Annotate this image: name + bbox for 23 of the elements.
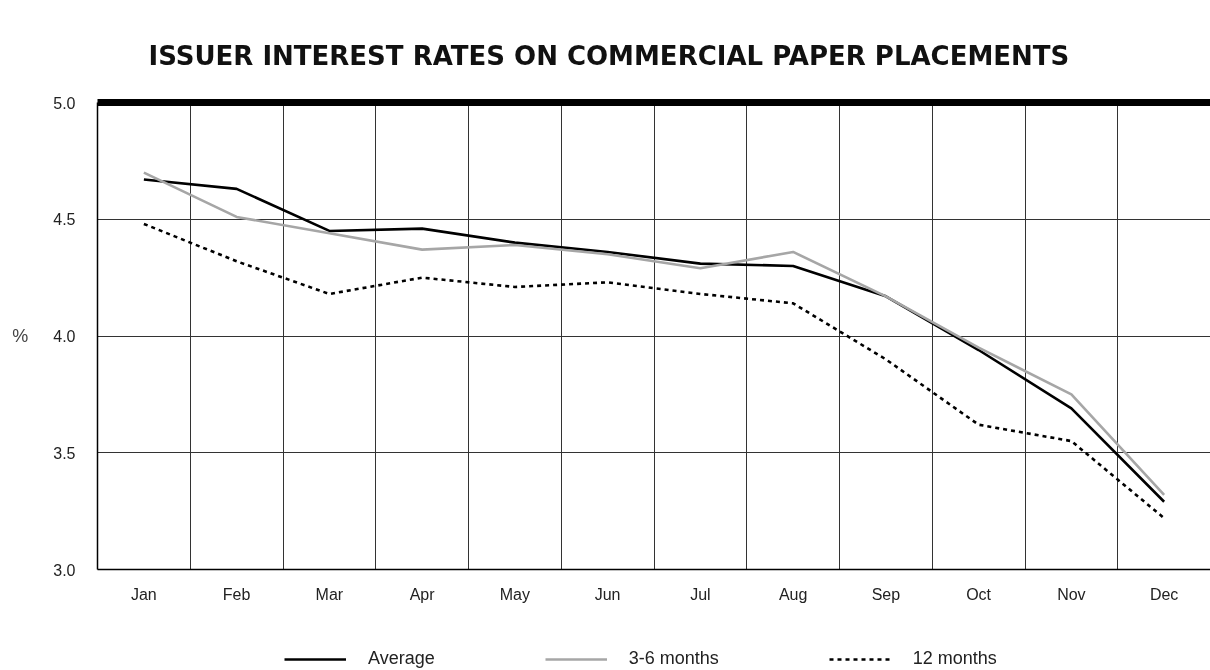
x-tick-label: Sep bbox=[871, 585, 901, 603]
x-tick-label: Aug bbox=[778, 585, 808, 603]
y-tick-label: 3.5 bbox=[53, 444, 76, 462]
y-tick-label: 4.5 bbox=[53, 211, 76, 229]
x-tick-label: Jan bbox=[130, 585, 157, 603]
x-tick-label: Jun bbox=[594, 585, 621, 603]
chart-title: ISSUER INTEREST RATES ON COMMERCIAL PAPER PLACEMENTS bbox=[148, 41, 1070, 71]
legend-label: 12 months bbox=[912, 648, 997, 669]
x-tick-label: Dec bbox=[1149, 585, 1179, 603]
x-tick-label: Jul bbox=[690, 585, 711, 603]
y-axis-title: % bbox=[12, 326, 29, 346]
x-tick-label: Oct bbox=[966, 585, 992, 603]
y-tick-label: 5.0 bbox=[53, 94, 76, 112]
x-tick-label: Mar bbox=[315, 585, 344, 603]
legend-label: Average bbox=[368, 648, 435, 669]
legend-label: 3-6 months bbox=[628, 648, 719, 669]
x-tick-label: Feb bbox=[222, 585, 251, 603]
x-tick-label: Apr bbox=[409, 585, 436, 603]
y-tick-label: 4.0 bbox=[53, 328, 76, 345]
x-tick-label: Nov bbox=[1057, 585, 1086, 603]
line-series bbox=[142, 222, 1166, 520]
x-tick-label: May bbox=[499, 585, 530, 603]
y-tick-label: 3.0 bbox=[53, 561, 76, 579]
